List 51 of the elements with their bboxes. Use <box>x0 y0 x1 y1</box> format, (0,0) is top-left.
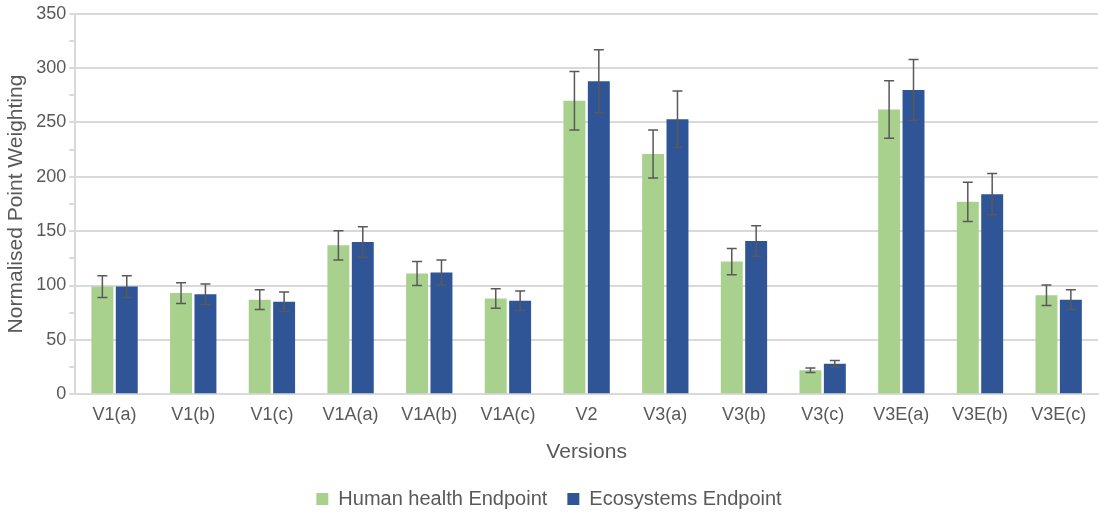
bar <box>351 242 374 394</box>
x-tick-label: V1(c) <box>250 403 294 424</box>
x-tick-label: V3(c) <box>801 403 845 424</box>
x-tick-label: V3(a) <box>643 403 688 424</box>
y-axis-title: Normalised Point Weighting <box>3 74 27 334</box>
bar <box>430 272 453 394</box>
y-tick-label: 200 <box>36 165 67 186</box>
bar <box>720 261 743 394</box>
bar <box>799 370 822 394</box>
bar <box>823 363 846 394</box>
y-tick-label: 0 <box>56 383 67 404</box>
x-tick-label: V1A(a) <box>322 403 379 424</box>
bar <box>666 119 689 394</box>
bar <box>194 294 217 394</box>
y-tick-label: 300 <box>36 57 67 78</box>
bar <box>745 240 768 394</box>
bar <box>642 154 665 394</box>
bar <box>327 245 350 394</box>
y-tick-label: 150 <box>36 220 67 241</box>
x-tick-label: V3E(c) <box>1031 403 1087 424</box>
x-tick-label: V1(b) <box>171 403 216 424</box>
x-tick-label: V3E(a) <box>873 403 930 424</box>
bar <box>902 89 925 394</box>
legend-label: Human health Endpoint <box>338 486 548 509</box>
bar <box>484 298 507 394</box>
bar <box>981 194 1004 394</box>
x-tick-label: V1(a) <box>92 403 137 424</box>
x-tick-label: V3(b) <box>721 403 766 424</box>
bar <box>115 286 138 394</box>
x-tick-label: V2 <box>575 403 598 424</box>
bar <box>1059 299 1082 394</box>
bar <box>1035 295 1058 394</box>
bar <box>406 273 429 394</box>
bar <box>563 100 586 394</box>
bar <box>509 300 532 394</box>
bar <box>248 299 271 394</box>
y-tick-label: 250 <box>36 111 67 132</box>
bar <box>956 201 979 394</box>
y-tick-label: 50 <box>46 328 67 349</box>
bar <box>91 286 114 394</box>
y-tick-label: 100 <box>36 274 67 295</box>
x-tick-label: V1A(b) <box>401 403 458 424</box>
bar <box>170 293 193 394</box>
bar <box>273 301 296 394</box>
y-tick-label: 350 <box>36 2 67 23</box>
bar <box>587 81 610 394</box>
bar <box>878 109 901 394</box>
x-tick-label: V3E(b) <box>951 403 1008 424</box>
x-tick-label: V1A(c) <box>480 403 536 424</box>
x-axis-title: Versions <box>546 439 627 463</box>
legend-label: Ecosystems Endpoint <box>589 486 783 509</box>
